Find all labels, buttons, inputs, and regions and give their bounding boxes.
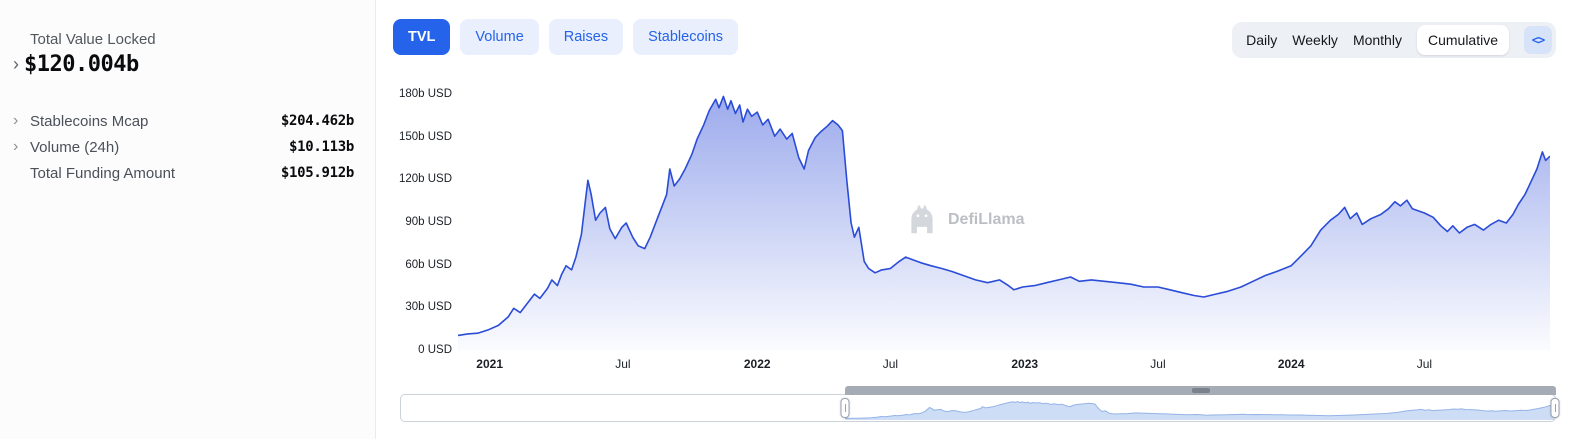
metric-value: $10.113b (288, 139, 354, 155)
metric-label: Total Funding Amount (30, 164, 176, 182)
brush-grip-icon (1191, 388, 1210, 393)
metric-label: Stablecoins Mcap (30, 112, 149, 130)
brush-mini-chart (845, 401, 1555, 420)
metric-label: Volume (24h) (30, 138, 120, 156)
tvl-area (458, 96, 1550, 352)
y-axis-label: 180b USD (398, 88, 452, 100)
metric-value: $105.912b (280, 165, 354, 181)
metric-row-stablecoins-mcap[interactable]: Stablecoins Mcap $204.462b (13, 108, 354, 134)
tvl-area-chart[interactable] (458, 85, 1550, 355)
brush-left-handle[interactable] (840, 398, 850, 418)
chevron-right-icon (13, 164, 30, 182)
metric-row-total-funding: Total Funding Amount $105.912b (13, 160, 354, 186)
interval-cumulative[interactable]: Cumulative (1416, 25, 1509, 55)
tvl-value-row[interactable]: $120.004b (13, 52, 139, 77)
y-axis-label: 120b USD (398, 173, 452, 186)
watermark-text: DefiLlama (948, 211, 1025, 228)
tvl-label: Total Value Locked (30, 31, 156, 48)
chevron-right-icon (13, 112, 30, 130)
interval-controls: Daily Weekly Monthly Cumulative <> (1232, 22, 1556, 58)
x-axis-label: Jul (615, 357, 631, 371)
code-brackets-icon: <> (1531, 33, 1545, 47)
chevron-right-icon (13, 55, 19, 75)
brush-selected-region[interactable] (845, 395, 1555, 421)
tab-volume[interactable]: Volume (460, 19, 539, 55)
brush-mini-line (845, 401, 1555, 419)
tab-tvl[interactable]: TVL (393, 19, 451, 55)
chevron-right-icon (13, 138, 30, 156)
x-axis-label: 2021 (476, 357, 503, 371)
brush-right-handle[interactable] (1550, 398, 1560, 418)
x-axis-label: 2022 (743, 357, 771, 371)
tab-raises[interactable]: Raises (548, 19, 624, 55)
x-axis-label: Jul (1150, 357, 1166, 371)
tab-stablecoins[interactable]: Stablecoins (633, 19, 739, 55)
expand-chart-button[interactable]: <> (1524, 26, 1552, 54)
metric-row-volume-24h[interactable]: Volume (24h) $10.113b (13, 134, 354, 160)
y-axis-label: 0 USD (418, 344, 452, 356)
x-axis-label: 2023 (1011, 357, 1039, 371)
y-axis-label: 30b USD (405, 301, 452, 314)
sidebar: Total Value Locked $120.004b Stablecoins… (0, 0, 376, 439)
y-axis-label: 150b USD (398, 130, 452, 143)
brush-move-handle[interactable] (845, 386, 1556, 395)
defillama-logo-icon (911, 205, 933, 234)
tvl-line (458, 95, 1550, 337)
metrics-list: Stablecoins Mcap $204.462b Volume (24h) … (13, 108, 354, 186)
x-axis-label: Jul (882, 357, 899, 371)
chart-tabs: TVL Volume Raises Stablecoins (393, 19, 739, 55)
x-axis-label: 2024 (1277, 357, 1305, 371)
y-axis-label: 90b USD (405, 216, 452, 228)
interval-monthly[interactable]: Monthly (1352, 32, 1402, 48)
x-axis-label: Jul (1416, 357, 1433, 371)
metric-value: $204.462b (280, 113, 354, 129)
defillama-watermark: DefiLlama (905, 203, 1024, 237)
interval-weekly[interactable]: Weekly (1292, 32, 1338, 48)
tvl-value: $120.004b (24, 52, 139, 77)
y-axis-label: 60b USD (405, 258, 452, 271)
interval-daily[interactable]: Daily (1246, 32, 1278, 48)
time-range-brush[interactable] (400, 386, 1560, 422)
brush-mini-area (845, 401, 1555, 420)
